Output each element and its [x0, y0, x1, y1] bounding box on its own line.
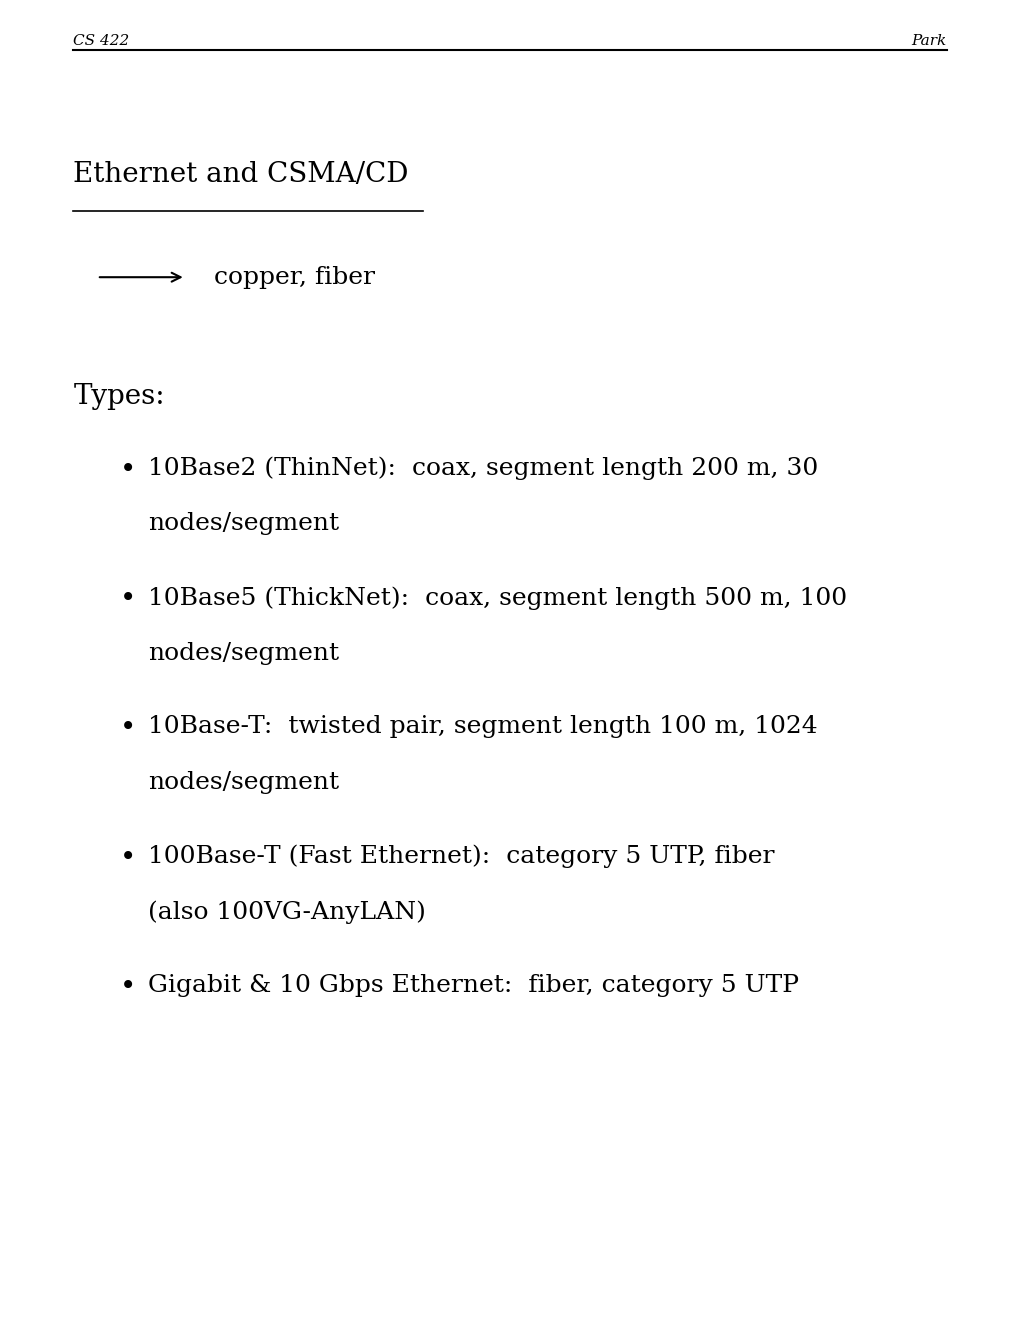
Text: nodes/segment: nodes/segment: [148, 771, 338, 793]
Text: copper, fiber: copper, fiber: [214, 265, 375, 289]
Text: Types:: Types:: [73, 383, 165, 409]
Text: •: •: [120, 457, 137, 483]
Text: Park: Park: [910, 34, 946, 49]
Text: nodes/segment: nodes/segment: [148, 512, 338, 535]
Text: 10Base5 (ThickNet):  coax, segment length 500 m, 100: 10Base5 (ThickNet): coax, segment length…: [148, 586, 846, 610]
Text: CS 422: CS 422: [73, 34, 129, 49]
Text: Gigabit & 10 Gbps Ethernet:  fiber, category 5 UTP: Gigabit & 10 Gbps Ethernet: fiber, categ…: [148, 974, 798, 997]
Text: •: •: [120, 586, 137, 612]
Text: nodes/segment: nodes/segment: [148, 642, 338, 664]
Text: 100Base-T (Fast Ethernet):  category 5 UTP, fiber: 100Base-T (Fast Ethernet): category 5 UT…: [148, 845, 773, 869]
Text: (also 100VG-AnyLAN): (also 100VG-AnyLAN): [148, 900, 425, 924]
Text: •: •: [120, 845, 137, 871]
Text: •: •: [120, 715, 137, 742]
Text: 10Base-T:  twisted pair, segment length 100 m, 1024: 10Base-T: twisted pair, segment length 1…: [148, 715, 816, 738]
Text: 10Base2 (ThinNet):  coax, segment length 200 m, 30: 10Base2 (ThinNet): coax, segment length …: [148, 457, 817, 480]
Text: Ethernet and CSMA/CD: Ethernet and CSMA/CD: [73, 161, 409, 187]
Text: •: •: [120, 974, 137, 1001]
